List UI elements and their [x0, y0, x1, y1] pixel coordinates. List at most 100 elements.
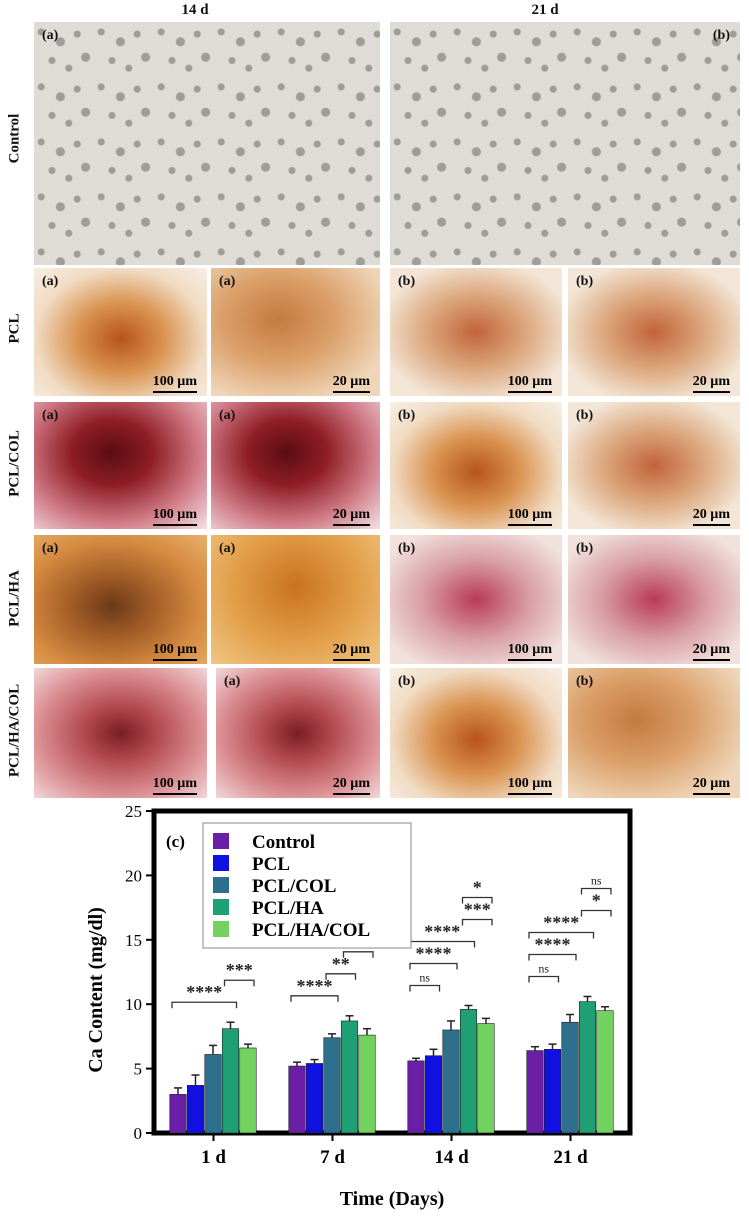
bar [340, 1020, 359, 1134]
legend-swatch [213, 877, 229, 893]
panel-tag-b: (b) [398, 541, 416, 556]
row-label-pcl-col: PCL/COL [6, 430, 23, 497]
micrograph-pcl-ha-14d-20um: (a) 20 µm [211, 535, 380, 664]
micrograph-pcl-col-21d-20um: (b) 20 µm [568, 402, 740, 529]
scale-bar-20um: 20 µm [332, 776, 371, 795]
panel-tag-b: (b) [398, 274, 416, 289]
panel-tag-b: (b) [576, 541, 594, 556]
micrograph-pcl-ha-col-14d-100um: 100 µm [34, 668, 207, 798]
micrograph-pcl-col-21d-100um: (b) 100 µm [390, 402, 562, 529]
scale-bar-100um: 100 µm [152, 642, 198, 661]
scale-bar-100um: 100 µm [152, 374, 198, 393]
bar [442, 1029, 460, 1134]
scale-bar-100um: 100 µm [507, 374, 553, 393]
y-tick-label: 25 [125, 805, 142, 821]
significance-label: **** [186, 982, 222, 1002]
bar [477, 1023, 495, 1134]
column-header-14d: 14 d [181, 2, 209, 18]
bar [526, 1050, 544, 1134]
bar [169, 1094, 187, 1134]
row-label-pcl: PCL [6, 313, 23, 344]
significance-label: **** [535, 934, 571, 954]
bar [288, 1065, 306, 1134]
y-tick-label: 15 [125, 931, 142, 950]
y-tick-label: 20 [125, 866, 142, 885]
bar [305, 1063, 324, 1134]
significance-label: ns [419, 970, 430, 984]
chart-panel-label: (c) [166, 832, 185, 851]
bar [204, 1054, 222, 1134]
significance-label: **** [543, 912, 579, 932]
bar [323, 1037, 341, 1134]
legend-swatch [213, 833, 229, 849]
significance-label: ns [538, 961, 549, 975]
panel-tag-a: (a) [219, 274, 236, 289]
bar [407, 1060, 425, 1134]
panel-tag-a: (a) [42, 408, 59, 423]
significance-label: *** [464, 899, 491, 919]
micrograph-control-21d: (b) [390, 22, 740, 265]
panel-tag-b: (b) [576, 274, 594, 289]
x-tick-label: 1 d [201, 1147, 226, 1168]
panel-tag-a: (a) [219, 541, 236, 556]
panel-tag-b: (b) [398, 674, 416, 689]
x-tick-label: 7 d [320, 1147, 345, 1168]
significance-bracket [325, 973, 357, 980]
significance-bracket [171, 1001, 238, 1009]
scale-bar-20um: 20 µm [332, 642, 371, 661]
significance-label: ns [591, 873, 602, 887]
scale-bar-20um: 20 µm [692, 642, 731, 661]
significance-bracket [528, 953, 577, 961]
significance-bracket [409, 962, 458, 970]
y-tick-label: 0 [134, 1124, 143, 1143]
legend-entry: Control [252, 832, 315, 853]
panel-tag-b: (b) [398, 408, 416, 423]
micrograph-pcl-ha-col-21d-100um: (b) 100 µm [390, 668, 562, 798]
micrograph-pcl-ha-14d-100um: (a) 100 µm [34, 535, 207, 664]
bar [578, 1001, 597, 1134]
significance-bracket [580, 909, 612, 917]
legend-box [202, 822, 412, 949]
micrograph-pcl-14d-100um: (a) 100 µm [34, 268, 207, 396]
panel-tag-b: (b) [576, 674, 594, 689]
plot-frame [151, 808, 633, 1136]
significance-bracket [461, 896, 493, 904]
significance-bracket [409, 984, 441, 992]
scale-bar-20um: 20 µm [332, 374, 371, 393]
bar [596, 1010, 614, 1134]
column-header-21d: 21 d [531, 2, 559, 18]
legend-entry: PCL/HA/COL [252, 920, 370, 941]
legend-entry: PCL/COL [252, 876, 336, 897]
row-label-pcl-ha: PCL/HA [6, 570, 23, 627]
micrograph-pcl-col-14d-100um: (a) 100 µm [34, 402, 207, 529]
bar [424, 1055, 443, 1134]
significance-label: **** [297, 976, 333, 996]
scale-bar-20um: 20 µm [692, 374, 731, 393]
scale-bar-100um: 100 µm [152, 507, 198, 526]
x-tick-label: 21 d [553, 1147, 588, 1168]
micrograph-pcl-ha-col-21d-20um: (b) 20 µm [568, 668, 740, 798]
panel-tag-a: (a) [42, 274, 59, 289]
bar [358, 1034, 376, 1134]
significance-bracket [528, 931, 595, 939]
micrograph-pcl-14d-20um: (a) 20 µm [211, 268, 380, 396]
legend-swatch [213, 899, 229, 915]
bar [186, 1085, 205, 1134]
significance-label: * [473, 877, 482, 897]
row-label-pcl-ha-col: PCL/HA/COL [6, 683, 23, 778]
row-label-control: Control [6, 113, 23, 164]
significance-bracket [290, 995, 339, 1002]
scale-bar-100um: 100 µm [507, 642, 553, 661]
scale-bar-20um: 20 µm [332, 507, 371, 526]
significance-label: * [592, 890, 601, 910]
micrograph-pcl-ha-col-14d-20um: (a) 20 µm [216, 668, 380, 798]
legend-swatch [213, 855, 229, 871]
significance-label: ** [332, 954, 350, 974]
scale-bar-100um: 100 µm [152, 776, 198, 795]
bar [543, 1048, 562, 1134]
y-tick-label: 10 [125, 995, 142, 1014]
bar [221, 1028, 240, 1134]
significance-label: **** [424, 921, 460, 941]
significance-label: *** [226, 960, 253, 980]
